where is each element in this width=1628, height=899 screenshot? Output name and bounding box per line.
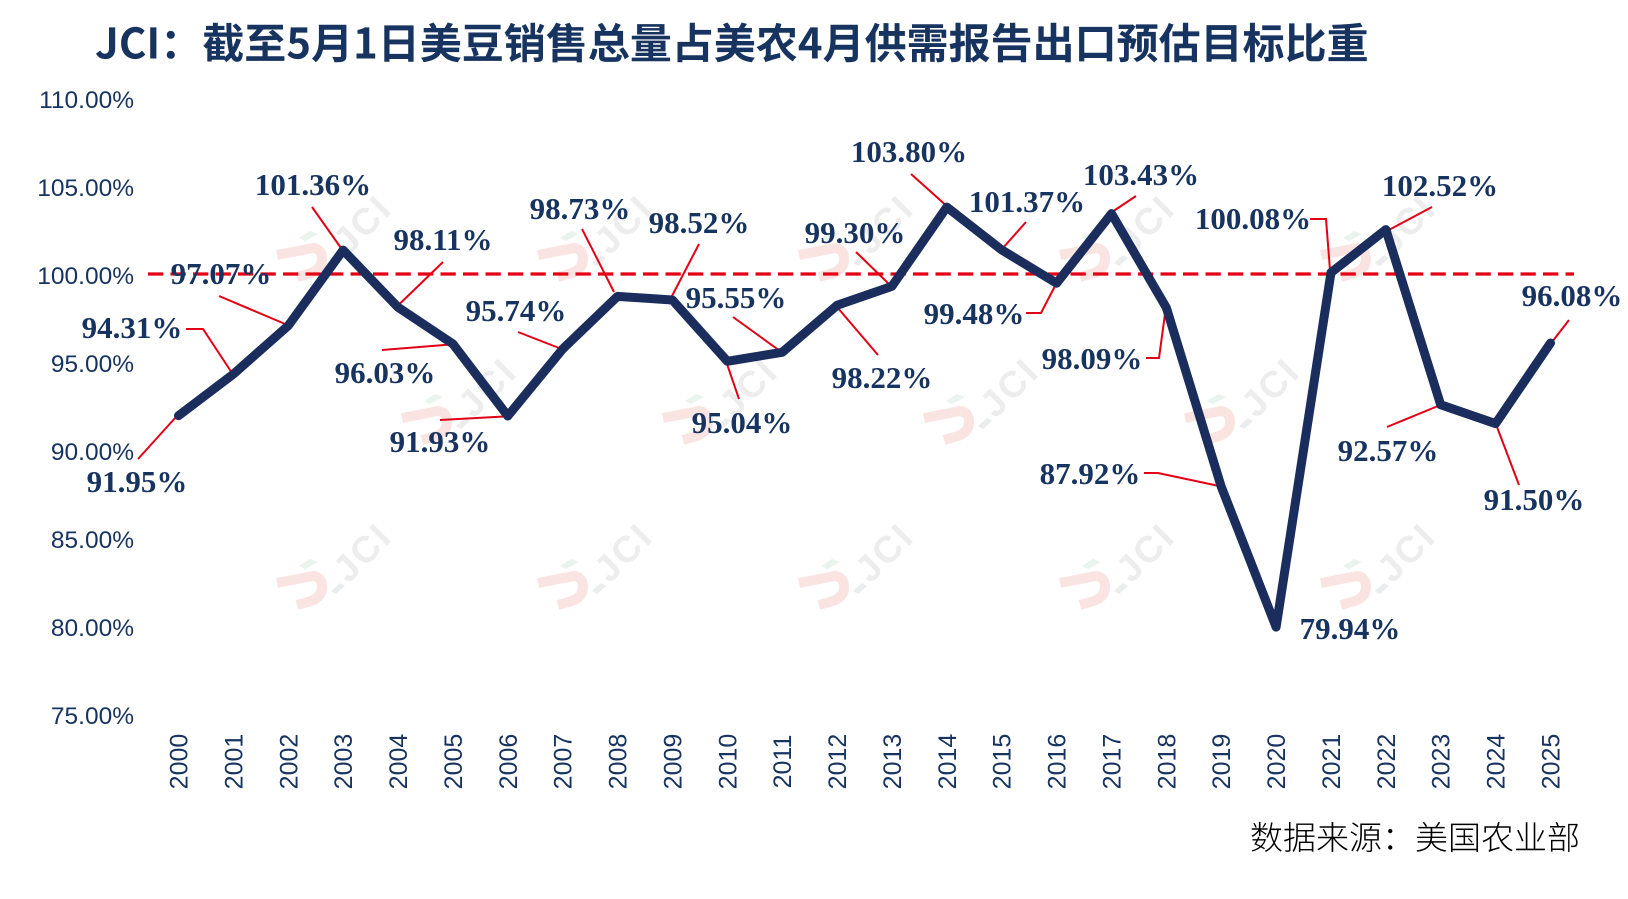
svg-text:2018: 2018 (1153, 734, 1181, 790)
svg-text:87.92%: 87.92% (1040, 456, 1141, 491)
svg-text:79.94%: 79.94% (1300, 611, 1401, 646)
svg-text:2005: 2005 (440, 734, 468, 790)
svg-text:2002: 2002 (275, 734, 303, 790)
svg-text:99.30%: 99.30% (805, 215, 906, 250)
svg-text:2003: 2003 (330, 734, 358, 790)
svg-text:91.95%: 91.95% (87, 464, 188, 499)
svg-text:2016: 2016 (1044, 734, 1072, 790)
svg-text:92.57%: 92.57% (1338, 433, 1439, 468)
svg-text:85.00%: 85.00% (51, 527, 134, 554)
svg-text:90.00%: 90.00% (51, 439, 134, 466)
svg-text:2022: 2022 (1373, 734, 1401, 790)
svg-text:2001: 2001 (220, 734, 248, 790)
svg-text:103.43%: 103.43% (1083, 157, 1199, 192)
svg-text:103.80%: 103.80% (851, 134, 967, 169)
svg-text:98.52%: 98.52% (649, 205, 750, 240)
svg-text:2004: 2004 (385, 734, 413, 790)
svg-text:91.93%: 91.93% (390, 424, 491, 459)
svg-text:80.00%: 80.00% (51, 615, 134, 642)
svg-text:95.00%: 95.00% (51, 351, 134, 378)
svg-text:2014: 2014 (934, 734, 962, 790)
svg-text:2012: 2012 (824, 734, 852, 790)
svg-text:99.48%: 99.48% (924, 296, 1025, 331)
svg-text:2021: 2021 (1318, 734, 1346, 790)
svg-text:98.09%: 98.09% (1042, 341, 1143, 376)
svg-text:96.03%: 96.03% (335, 355, 436, 390)
svg-text:95.04%: 95.04% (692, 405, 793, 440)
svg-text:2008: 2008 (605, 734, 633, 790)
svg-text:95.74%: 95.74% (466, 293, 567, 328)
svg-text:2011: 2011 (769, 735, 797, 789)
svg-text:2017: 2017 (1098, 734, 1126, 790)
svg-text:100.00%: 100.00% (37, 263, 134, 290)
svg-text:100.08%: 100.08% (1195, 201, 1311, 236)
svg-text:98.11%: 98.11% (393, 222, 492, 257)
svg-text:2009: 2009 (659, 734, 687, 790)
svg-text:91.50%: 91.50% (1484, 482, 1585, 517)
svg-text:97.07%: 97.07% (171, 256, 272, 291)
svg-text:110.00%: 110.00% (39, 87, 134, 114)
svg-text:2006: 2006 (495, 734, 523, 790)
svg-text:102.52%: 102.52% (1382, 168, 1498, 203)
svg-text:2020: 2020 (1263, 734, 1291, 790)
svg-text:2013: 2013 (879, 734, 907, 790)
svg-text:2023: 2023 (1428, 734, 1456, 790)
svg-text:96.08%: 96.08% (1522, 278, 1623, 313)
svg-text:2000: 2000 (166, 734, 194, 790)
svg-text:2025: 2025 (1538, 734, 1566, 790)
svg-text:98.22%: 98.22% (832, 360, 933, 395)
svg-text:101.36%: 101.36% (255, 167, 371, 202)
svg-text:98.73%: 98.73% (530, 191, 631, 226)
svg-text:2010: 2010 (714, 734, 742, 790)
svg-text:95.55%: 95.55% (686, 280, 787, 315)
svg-text:105.00%: 105.00% (37, 175, 134, 202)
svg-text:101.37%: 101.37% (969, 184, 1085, 219)
svg-text:2019: 2019 (1208, 734, 1236, 790)
svg-text:94.31%: 94.31% (82, 310, 183, 345)
svg-text:2024: 2024 (1483, 734, 1511, 790)
svg-text:2007: 2007 (550, 734, 578, 790)
svg-text:2015: 2015 (989, 734, 1017, 790)
svg-text:75.00%: 75.00% (51, 703, 134, 730)
